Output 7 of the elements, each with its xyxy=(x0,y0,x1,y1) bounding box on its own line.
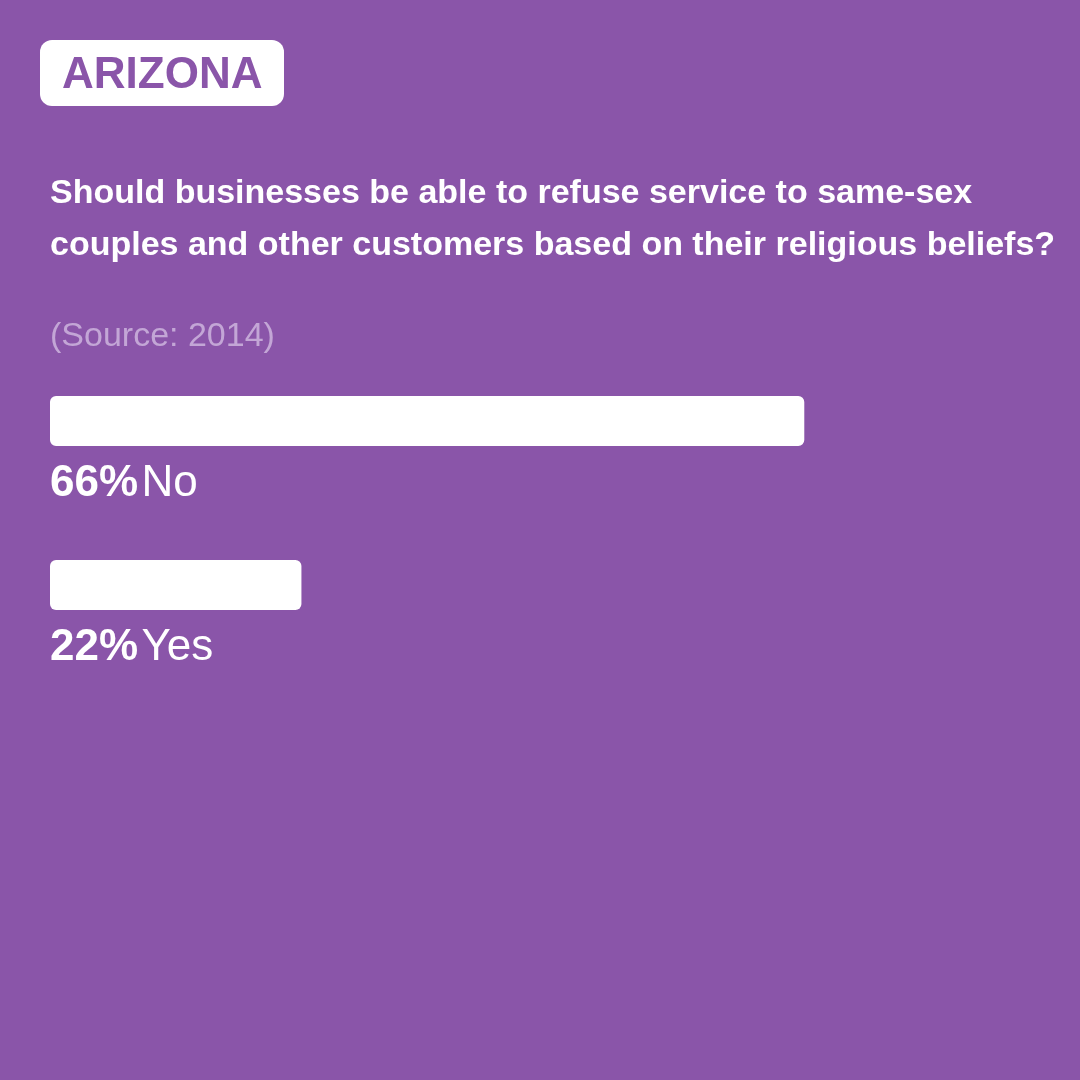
y-tick-label: No xyxy=(141,455,198,505)
chart-title: ARIZONA xyxy=(40,40,285,106)
text: (Source: 2014) xyxy=(50,315,275,354)
chart-subtitle: Should businesses be able to refuse service to same-sex couples and other customers based on their religious beliefs? xyxy=(50,171,1057,264)
data-label: 66% xyxy=(50,455,139,505)
y-tick-label: Yes xyxy=(141,619,214,669)
data-label: 22% xyxy=(50,619,139,669)
